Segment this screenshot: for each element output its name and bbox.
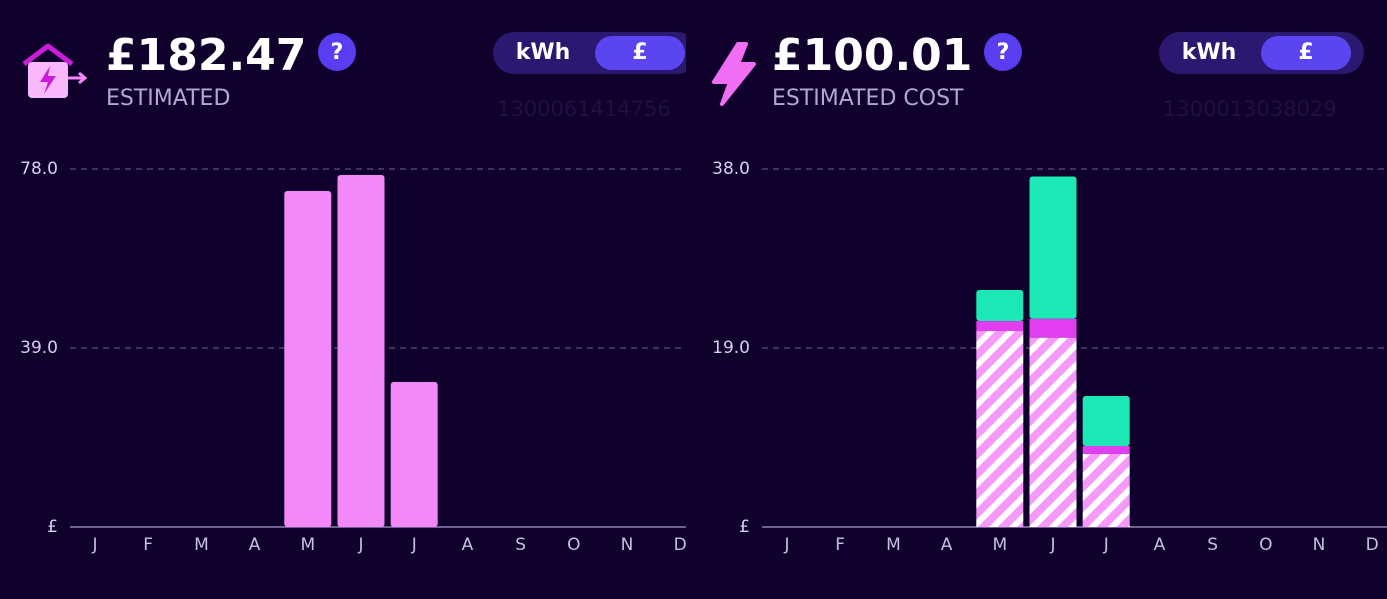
unit-option[interactable]: £ [632,40,647,65]
x-tick-label: F [835,535,845,555]
help-button-bg [984,33,1022,71]
x-tick-label: M [886,535,901,555]
home-energy-icon [22,43,88,98]
unit-option[interactable]: kWh [1182,40,1237,65]
x-tick-label: J [357,535,363,555]
bar-segment [1029,337,1077,527]
bar [337,174,385,527]
x-tick-label: O [567,535,580,555]
x-tick-label: J [783,535,789,555]
x-tick-label: D [674,535,687,555]
help-button-bg [318,33,356,71]
x-tick-label: N [1313,535,1326,555]
bar-segment [976,321,1024,332]
bar-segment [1029,176,1077,319]
amount-label: ESTIMATED COST [772,86,964,111]
x-tick-label: O [1259,535,1272,555]
bar-segment [976,289,1024,322]
x-tick-label: A [462,535,474,555]
y-tick-label: 19.0 [712,338,750,358]
help-button[interactable]: ? [997,40,1010,65]
y-tick-label: £ [739,517,750,537]
electricity-icon [712,42,756,106]
y-tick-label: 39.0 [20,338,58,358]
x-tick-label: N [621,535,634,555]
account-number: 1300061414756 [497,97,671,121]
panel: £100.01 ESTIMATED COST? kWh £1300013038029 £… [712,30,1387,555]
x-tick-label: S [1207,535,1218,555]
y-tick-label: £ [47,517,58,537]
amount: £182.47 [106,30,306,81]
x-tick-label: M [300,535,315,555]
x-tick-label: M [194,535,209,555]
account-number: 1300013038029 [1163,97,1337,121]
unit-toggle-active [595,36,685,70]
bar-segment [976,331,1024,527]
bar [390,381,438,527]
bar-segment [1082,453,1130,527]
y-tick-label: 78.0 [20,159,58,179]
bar-segment [1082,396,1130,446]
x-tick-label: D [1366,535,1379,555]
bar-segment [1082,445,1130,454]
bar [284,191,332,527]
unit-option[interactable]: kWh [516,40,571,65]
x-tick-label: A [941,535,953,555]
amount: £100.01 [772,30,972,81]
x-tick-label: A [1154,535,1166,555]
x-tick-label: M [992,535,1007,555]
amount-label: ESTIMATED [106,86,230,111]
x-tick-label: S [515,535,526,555]
x-tick-label: J [1049,535,1055,555]
unit-option[interactable]: £ [1298,40,1313,65]
panel: £182.47 ESTIMATED? kWh £1300061414756 £39.0 7… [20,30,687,555]
x-tick-label: J [1103,535,1109,555]
bar-segment [1029,318,1077,338]
x-tick-label: J [91,535,97,555]
x-tick-label: F [143,535,153,555]
y-tick-label: 38.0 [712,159,750,179]
x-tick-label: J [411,535,417,555]
x-tick-label: A [249,535,261,555]
help-button[interactable]: ? [331,40,344,65]
unit-toggle-active [1261,36,1351,70]
